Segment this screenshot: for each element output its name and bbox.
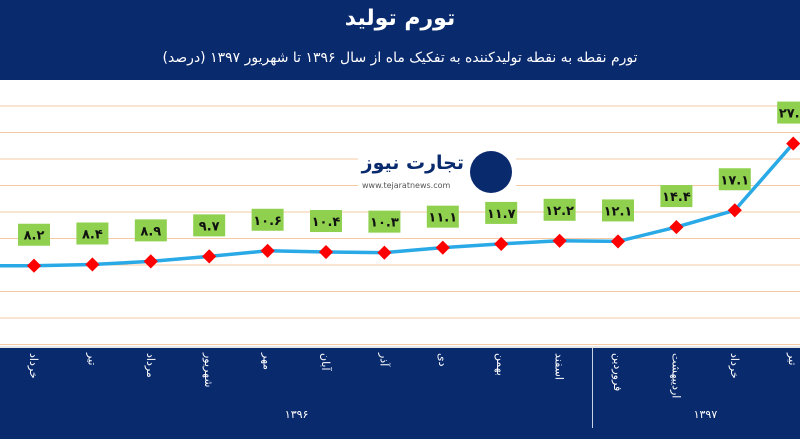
x-tick-label: مهر xyxy=(260,353,274,371)
logo-name: تجارت نیوز xyxy=(361,152,464,174)
logo-url: www.tejaratnews.com xyxy=(362,181,451,190)
year-group-label: ۱۳۹۷ xyxy=(693,408,718,421)
data-label: ۹.۷ xyxy=(199,219,220,234)
x-tick-label: دی xyxy=(435,353,449,367)
data-label: ۱۰.۳ xyxy=(370,216,399,231)
data-label-box xyxy=(602,199,634,222)
data-label: ۱۲.۲ xyxy=(545,204,574,219)
data-label-box xyxy=(76,222,109,245)
data-label: ۱۷.۱ xyxy=(720,173,749,188)
chart-title: تورم تولید xyxy=(344,6,456,31)
data-label-box xyxy=(543,198,576,221)
x-tick-label: خرداد xyxy=(27,353,40,379)
data-point-marker xyxy=(786,136,800,151)
data-point-marker xyxy=(202,249,217,264)
chart-subtitle: تورم نقطه به نقطه تولیدکننده به تفکیک ما… xyxy=(162,50,638,66)
data-label-box xyxy=(368,210,401,233)
data-label-box xyxy=(251,208,284,231)
data-point-marker xyxy=(494,236,509,251)
data-point-marker xyxy=(318,244,334,260)
x-tick-label: تیر xyxy=(786,353,800,366)
data-point-marker xyxy=(435,240,450,255)
data-label: ۱۱.۱ xyxy=(428,211,457,226)
x-tick-label: اسفند xyxy=(552,353,566,380)
data-label-box xyxy=(134,219,167,242)
data-label: ۱۰.۴ xyxy=(312,215,341,230)
data-label-box xyxy=(193,214,226,237)
data-label-box xyxy=(718,168,751,191)
chart-header: تورم تولید تورم نقطه به نقطه تولیدکننده … xyxy=(0,0,800,80)
data-point-marker xyxy=(610,234,626,249)
data-label: ۸.۲ xyxy=(24,229,45,244)
x-tick-label: مرداد xyxy=(143,353,157,378)
x-tick-label: تیر xyxy=(85,353,99,366)
x-tick-label: خرداد xyxy=(727,353,741,379)
data-point-marker xyxy=(727,203,742,218)
x-tick-label: بهمن xyxy=(494,353,508,376)
logo-icon xyxy=(470,151,512,193)
data-label-box xyxy=(18,223,50,246)
data-point-marker xyxy=(143,254,158,269)
data-label: ۱۱.۷ xyxy=(487,207,516,222)
data-label: ۲۷.۸ xyxy=(779,107,800,122)
data-label-box xyxy=(310,210,342,233)
x-tick-label: شهریور xyxy=(202,353,216,388)
year-group-label: ۱۳۹۶ xyxy=(284,408,309,421)
line-chart: ۸.۲ ۸.۴ ۸.۹ ۹.۷ ۱۰.۶ ۱۰.۴ ۱۰.۳ ۱۱.۱ ۱۱.۷ ۱۲.۲ ۱۲.۱… xyxy=(0,101,800,348)
data-label-box xyxy=(660,185,693,208)
x-axis-band: خرداد تیر مرداد شهریور مهر آبان آذر دی بهمن اسفند… xyxy=(0,348,800,439)
data-point-marker xyxy=(377,245,392,260)
data-label-box xyxy=(485,201,518,224)
x-tick-label: اردیبهشت xyxy=(669,353,683,399)
data-label-box xyxy=(777,101,800,124)
data-label: ۸.۴ xyxy=(82,227,103,242)
data-point-marker xyxy=(552,233,567,248)
data-point-marker xyxy=(669,220,684,235)
data-point-marker xyxy=(26,258,42,273)
x-tick-label: آذر xyxy=(377,353,391,367)
data-label: ۱۲.۱ xyxy=(604,204,633,219)
data-label: ۱۴.۴ xyxy=(662,190,691,205)
data-label-box xyxy=(426,205,459,228)
data-point-marker xyxy=(85,257,100,272)
data-point-marker xyxy=(260,243,275,258)
year-separator xyxy=(592,348,593,428)
data-label: ۸.۹ xyxy=(140,224,161,239)
data-label: ۱۰.۶ xyxy=(253,214,282,229)
watermark-logo: تجارت نیوز www.tejaratnews.com xyxy=(358,150,516,196)
x-tick-label: آبان xyxy=(319,353,332,371)
x-tick-label: فروردین xyxy=(611,353,624,392)
plot-area: ۸.۲ ۸.۴ ۸.۹ ۹.۷ ۱۰.۶ ۱۰.۴ ۱۰.۳ ۱۱.۱ ۱۱.۷ ۱۲.۲ ۱۲.۱… xyxy=(0,80,800,348)
